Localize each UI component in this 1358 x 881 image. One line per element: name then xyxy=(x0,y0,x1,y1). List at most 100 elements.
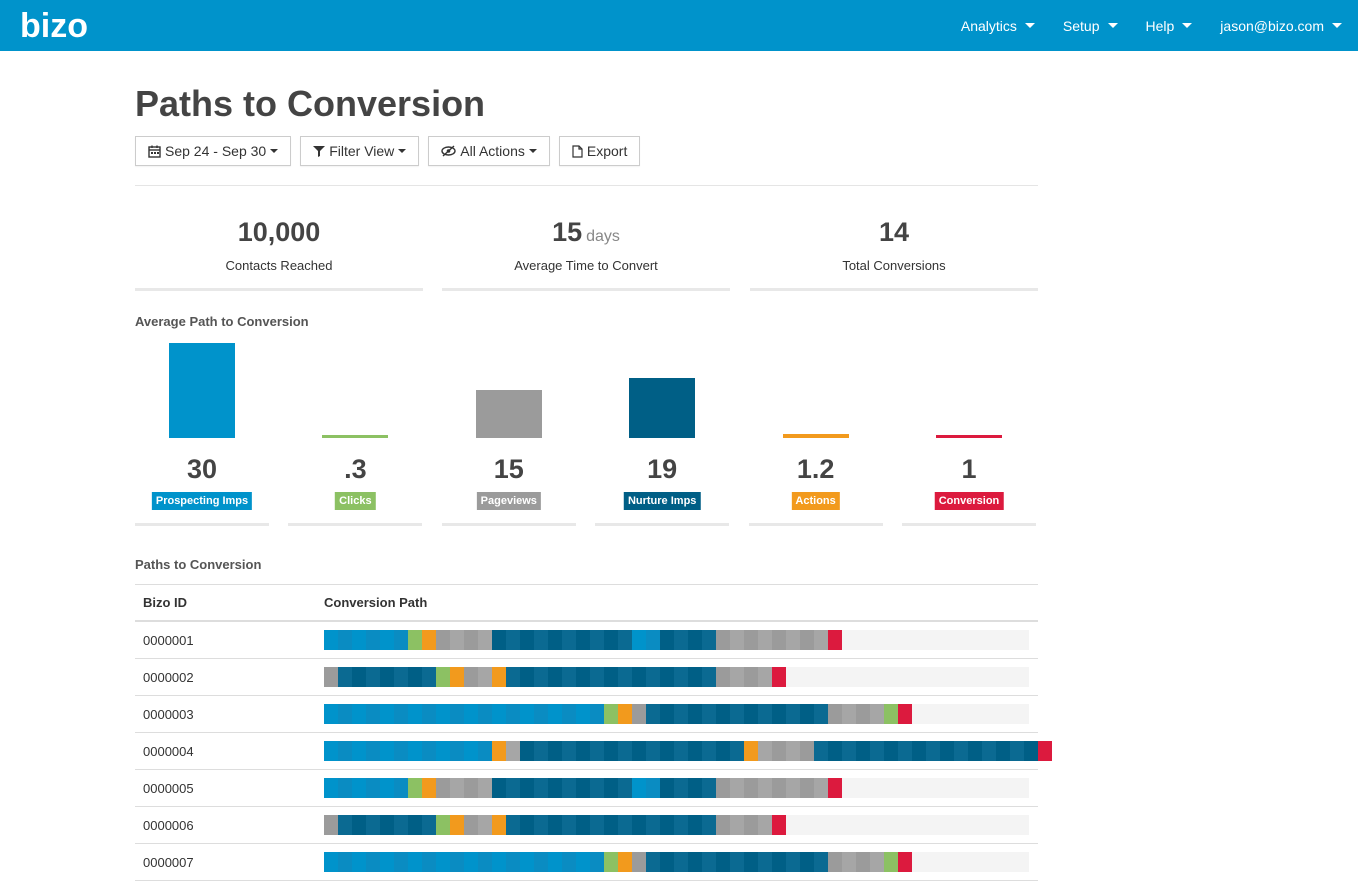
bar-label-badge: Prospecting Imps xyxy=(151,492,253,510)
bizo-logo[interactable]: bizo xyxy=(20,2,110,46)
filter-view-button[interactable]: Filter View xyxy=(300,136,420,166)
path-segment-prospecting xyxy=(464,741,478,761)
table-row[interactable]: 0000006 xyxy=(135,807,1038,844)
path-segment-pageview xyxy=(828,852,842,872)
path-segment-pageview xyxy=(758,741,772,761)
path-segment-nurture xyxy=(912,741,926,761)
caret-down-icon xyxy=(1024,23,1035,28)
path-segment-nurture xyxy=(702,852,716,872)
bar-value: 15 xyxy=(493,454,524,484)
table-row[interactable]: 0000003 xyxy=(135,696,1038,733)
path-segment-nurture xyxy=(1010,741,1024,761)
path-segment-prospecting xyxy=(338,704,352,724)
bar-value: 1 xyxy=(961,454,977,484)
path-segment-nurture xyxy=(702,667,716,687)
path-segment-nurture xyxy=(576,815,590,835)
stat-total-conversions: 14 Total Conversions xyxy=(750,219,1038,291)
path-segment-click xyxy=(408,778,422,798)
path-segment-action xyxy=(492,815,506,835)
path-segment-prospecting xyxy=(436,852,450,872)
date-range-button[interactable]: Sep 24 - Sep 30 xyxy=(135,136,292,166)
bar-value: 19 xyxy=(647,454,678,484)
bar-label-badge: Conversion xyxy=(934,492,1004,510)
table-row[interactable]: 0000007 xyxy=(135,844,1038,881)
path-segment-nurture xyxy=(716,704,730,724)
path-segment-nurture xyxy=(688,741,702,761)
path-segment-prospecting xyxy=(436,741,450,761)
path-segment-nurture xyxy=(674,852,688,872)
path-segment-nurture xyxy=(744,704,758,724)
bar-label-badge: Clicks xyxy=(335,492,376,510)
all-actions-button[interactable]: All Actions xyxy=(428,136,550,166)
eye-slash-icon xyxy=(441,145,456,157)
path-segment-pageview xyxy=(856,704,870,724)
path-segment-action xyxy=(450,667,464,687)
path-segment-nurture xyxy=(408,667,422,687)
path-segment-nurture xyxy=(702,704,716,724)
path-segment-prospecting xyxy=(562,704,576,724)
path-segment-nurture xyxy=(548,778,562,798)
path-segment-nurture xyxy=(800,852,814,872)
table-row[interactable]: 0000005 xyxy=(135,770,1038,807)
path-segment-nurture xyxy=(604,741,618,761)
table-row[interactable]: 0000001 xyxy=(135,622,1038,659)
bar xyxy=(936,435,1002,438)
path-segment-pageview xyxy=(506,741,520,761)
path-segment-pageview xyxy=(450,778,464,798)
path-segment-pageview xyxy=(786,630,800,650)
nav-menu: Analytics Setup Help jason@bizo.com xyxy=(933,0,1342,51)
path-segment-pageview xyxy=(716,667,730,687)
path-segment-conversion xyxy=(828,778,842,798)
path-segment-prospecting xyxy=(548,852,562,872)
nav-setup-label: Setup xyxy=(1062,17,1100,34)
path-segment-prospecting xyxy=(632,630,646,650)
path-segment-prospecting xyxy=(338,630,352,650)
path-segment-nurture xyxy=(660,630,674,650)
path-segment-pageview xyxy=(772,778,786,798)
path-segment-nurture xyxy=(772,704,786,724)
path-segment-action xyxy=(492,741,506,761)
path-segment-nurture xyxy=(520,667,534,687)
path-segment-nurture xyxy=(590,667,604,687)
path-segment-nurture xyxy=(520,741,534,761)
path-segment-nurture xyxy=(632,667,646,687)
path-segment-pageview xyxy=(464,667,478,687)
path-segment-nurture xyxy=(660,741,674,761)
path-segment-nurture xyxy=(576,667,590,687)
conversion-path-bar xyxy=(324,704,1029,724)
path-segment-nurture xyxy=(688,630,702,650)
path-segment-conversion xyxy=(1038,741,1052,761)
stat-contacts-reached: 10,000 Contacts Reached xyxy=(135,219,423,291)
nav-account-dropdown[interactable]: jason@bizo.com xyxy=(1220,18,1342,34)
path-segment-nurture xyxy=(632,815,646,835)
table-row[interactable]: 0000002 xyxy=(135,659,1038,696)
bizo-id-cell: 0000007 xyxy=(143,854,194,870)
nav-help-dropdown[interactable]: Help xyxy=(1146,18,1193,34)
path-segment-prospecting xyxy=(464,704,478,724)
path-segment-nurture xyxy=(352,815,366,835)
bar-column-pageviews: 15 Pageviews xyxy=(441,341,576,526)
page-title: Paths to Conversion xyxy=(135,83,486,124)
bizo-id-cell: 0000002 xyxy=(143,669,194,685)
nav-help-label: Help xyxy=(1145,17,1175,34)
path-segment-prospecting xyxy=(422,852,436,872)
export-button[interactable]: Export xyxy=(558,136,641,166)
path-segment-nurture xyxy=(660,704,674,724)
path-segment-prospecting xyxy=(338,778,352,798)
path-segment-nurture xyxy=(520,815,534,835)
path-segment-conversion xyxy=(828,630,842,650)
conversion-path-bar xyxy=(324,741,1052,761)
toolbar: Sep 24 - Sep 30 Filter View All Actions xyxy=(135,136,649,166)
table-row[interactable]: 0000004 xyxy=(135,733,1052,770)
nav-analytics-dropdown[interactable]: Analytics xyxy=(961,18,1035,34)
nav-setup-dropdown[interactable]: Setup xyxy=(1063,18,1118,34)
path-segment-action xyxy=(450,815,464,835)
bar-label-badge: Actions xyxy=(791,492,840,510)
path-segment-prospecting xyxy=(646,630,660,650)
path-segment-pageview xyxy=(730,778,744,798)
stat-label: Total Conversions xyxy=(842,258,946,273)
path-segment-pageview xyxy=(464,815,478,835)
path-segment-prospecting xyxy=(492,852,506,872)
path-segment-nurture xyxy=(380,815,394,835)
path-segment-nurture xyxy=(562,815,576,835)
